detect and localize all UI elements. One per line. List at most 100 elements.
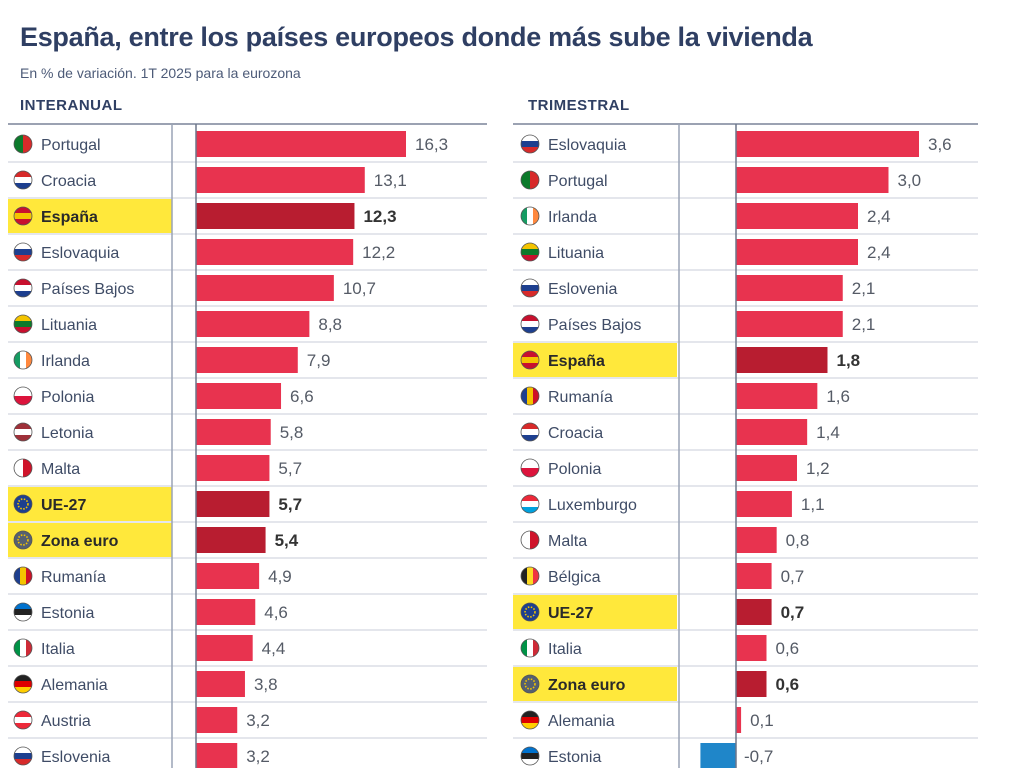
category-label: Eslovenia bbox=[548, 281, 617, 298]
bar bbox=[736, 491, 792, 517]
category-label: Eslovenia bbox=[41, 749, 110, 766]
flag-slovakia-icon bbox=[14, 243, 32, 261]
value-label: 0,1 bbox=[750, 711, 774, 730]
bar bbox=[736, 671, 767, 697]
highlight-band bbox=[8, 523, 172, 557]
bar bbox=[196, 383, 282, 409]
bar bbox=[196, 491, 270, 517]
category-label: Eslovaquia bbox=[41, 245, 119, 262]
value-label: 16,3 bbox=[415, 135, 448, 154]
bar bbox=[736, 131, 919, 157]
flag-eu-icon bbox=[521, 603, 539, 621]
flag-ireland-icon bbox=[14, 351, 32, 369]
bar bbox=[196, 563, 260, 589]
flag-romania-icon bbox=[14, 567, 32, 585]
value-label: 5,8 bbox=[280, 423, 304, 442]
value-label: 1,2 bbox=[806, 459, 830, 478]
value-label: 10,7 bbox=[343, 279, 376, 298]
category-label: Italia bbox=[548, 641, 582, 658]
flag-luxembourg-icon bbox=[521, 495, 539, 513]
bar bbox=[736, 707, 742, 733]
bar bbox=[736, 275, 843, 301]
category-label: Bélgica bbox=[548, 569, 601, 586]
bar bbox=[196, 635, 253, 661]
value-label: 7,9 bbox=[307, 351, 331, 370]
bar bbox=[736, 239, 858, 265]
value-label: 0,6 bbox=[776, 675, 800, 694]
panel-title-interanual: INTERANUAL bbox=[20, 97, 123, 114]
category-label: Países Bajos bbox=[548, 317, 641, 334]
bar bbox=[196, 203, 355, 229]
category-label: Rumanía bbox=[41, 569, 106, 586]
category-label: Malta bbox=[548, 533, 587, 550]
bar bbox=[196, 455, 270, 481]
chart-subtitle: En % de variación. 1T 2025 para la euroz… bbox=[20, 65, 301, 81]
category-label: Italia bbox=[41, 641, 75, 658]
category-label: Países Bajos bbox=[41, 281, 134, 298]
flag-lithuania-icon bbox=[14, 315, 32, 333]
value-label: 0,7 bbox=[781, 567, 805, 586]
category-label: Estonia bbox=[41, 605, 94, 622]
flag-portugal-icon bbox=[14, 135, 32, 153]
category-label: Croacia bbox=[548, 425, 603, 442]
value-label: 6,6 bbox=[290, 387, 314, 406]
bar bbox=[736, 383, 818, 409]
flag-croatia-icon bbox=[14, 171, 32, 189]
highlight-band bbox=[513, 343, 677, 377]
category-label: Letonia bbox=[41, 425, 94, 442]
value-label: 3,2 bbox=[246, 711, 270, 730]
value-label: 13,1 bbox=[374, 171, 407, 190]
value-label: 2,4 bbox=[867, 243, 891, 262]
flag-euro-icon bbox=[521, 675, 539, 693]
bar bbox=[196, 311, 310, 337]
category-label: UE-27 bbox=[41, 497, 86, 514]
flag-italy-icon bbox=[14, 639, 32, 657]
value-label: 1,6 bbox=[826, 387, 850, 406]
bar bbox=[736, 527, 777, 553]
flag-slovenia-icon bbox=[14, 747, 32, 765]
flag-eu-icon bbox=[14, 495, 32, 513]
bar bbox=[736, 635, 767, 661]
value-label: 2,4 bbox=[867, 207, 891, 226]
bar bbox=[736, 419, 808, 445]
panel-title-trimestral: TRIMESTRAL bbox=[528, 97, 630, 114]
chart-panel-0: Portugal 16,3 Croacia 13,1 España 12,3 Eslovaq… bbox=[8, 123, 487, 768]
flag-germany-icon bbox=[521, 711, 539, 729]
value-label: 2,1 bbox=[852, 315, 876, 334]
bar bbox=[736, 203, 858, 229]
bar bbox=[736, 347, 828, 373]
flag-netherlands-icon bbox=[521, 315, 539, 333]
value-label: 12,3 bbox=[363, 207, 396, 226]
category-label: Austria bbox=[41, 713, 91, 730]
flag-slovenia-icon bbox=[521, 279, 539, 297]
chart-panel-1: Eslovaquia 3,6 Portugal 3,0 Irlanda 2,4 Lituan… bbox=[513, 123, 978, 768]
flag-germany-icon bbox=[14, 675, 32, 693]
value-label: 0,6 bbox=[776, 639, 800, 658]
flag-spain-icon bbox=[521, 351, 539, 369]
value-label: 5,7 bbox=[278, 459, 302, 478]
bar bbox=[196, 167, 365, 193]
flag-estonia-icon bbox=[14, 603, 32, 621]
category-label: Malta bbox=[41, 461, 80, 478]
value-label: 3,8 bbox=[254, 675, 278, 694]
flag-portugal-icon bbox=[521, 171, 539, 189]
value-label: 4,9 bbox=[268, 567, 292, 586]
category-label: Lituania bbox=[41, 317, 97, 334]
bar bbox=[196, 599, 256, 625]
highlight-band bbox=[513, 595, 677, 629]
bar bbox=[196, 419, 271, 445]
category-label: Alemania bbox=[548, 713, 615, 730]
highlight-band bbox=[8, 199, 172, 233]
value-label: 0,7 bbox=[781, 603, 805, 622]
flag-netherlands-icon bbox=[14, 279, 32, 297]
value-label: 3,2 bbox=[246, 747, 270, 766]
category-label: Alemania bbox=[41, 677, 108, 694]
category-label: España bbox=[548, 353, 605, 370]
value-label: -0,7 bbox=[744, 747, 773, 766]
category-label: España bbox=[41, 209, 98, 226]
flag-romania-icon bbox=[521, 387, 539, 405]
flag-slovakia-icon bbox=[521, 135, 539, 153]
bar bbox=[736, 455, 797, 481]
flag-euro-icon bbox=[14, 531, 32, 549]
